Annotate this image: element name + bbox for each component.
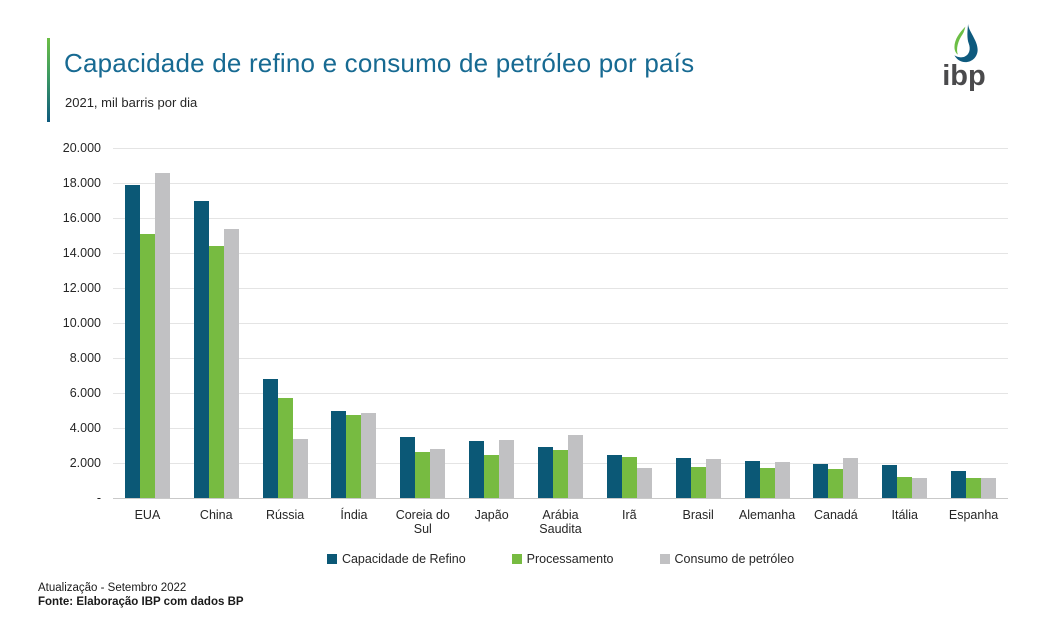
bar-consumo-de-petroleo-coreia-do-sul: [430, 449, 446, 498]
x-tick-label-japao: Japão: [474, 508, 509, 522]
y-tick-label-14000: 14.000: [62, 246, 101, 260]
y-tick-label-12000: 12.000: [62, 281, 101, 295]
x-tick-label-russia: Rússia: [266, 508, 305, 522]
x-tick-label-brasil: Brasil: [682, 508, 714, 522]
bar-capacidade-de-refino-italia: [882, 464, 898, 498]
bar-capacidade-de-refino-espanha: [951, 470, 967, 498]
bar-processamento-india: [346, 415, 362, 498]
gridline-14000: [113, 253, 1008, 254]
bar-capacidade-de-refino-arabia-saudita: [538, 447, 553, 498]
legend-item-processamento: Processamento: [511, 552, 614, 566]
bar-capacidade-de-refino-india: [331, 410, 347, 498]
bar-processamento-espanha: [966, 478, 982, 498]
gridline-8000: [113, 358, 1008, 359]
bar-processamento-ira: [621, 457, 637, 498]
bar-capacidade-de-refino-ira: [606, 454, 622, 498]
bar-consumo-de-petroleo-canada: [843, 458, 859, 498]
bar-capacidade-de-refino-alemanha: [744, 461, 760, 498]
legend-swatch-icon: [659, 554, 670, 564]
gridline-10000: [113, 323, 1008, 324]
bar-consumo-de-petroleo-india: [361, 412, 377, 498]
bar-consumo-de-petroleo-brasil: [705, 458, 721, 498]
y-tick-label-8000: 8.000: [69, 351, 101, 365]
y-tick-label-20000: 20.000: [62, 141, 101, 155]
y-tick-label-4000: 4.000: [69, 421, 101, 435]
legend-swatch-icon: [511, 554, 522, 564]
x-tick-label-eua: EUA: [134, 508, 161, 522]
bar-consumo-de-petroleo-espanha: [981, 477, 997, 498]
bar-consumo-de-petroleo-russia: [292, 438, 308, 498]
gridline-6000: [113, 393, 1008, 394]
ibp-logo: ibp: [925, 22, 1003, 92]
legend-label: Capacidade de Refino: [341, 552, 466, 566]
x-tick-label-india: Índia: [340, 508, 368, 522]
plot-area: - 2.000 4.000 6.000 8.000 10.000 12.000 14.000 1…: [63, 141, 1008, 536]
bar-capacidade-de-refino-canada: [813, 464, 829, 498]
page-title: Capacidade de refino e consumo de petról…: [64, 48, 695, 78]
bar-capacidade-de-refino-russia: [262, 379, 278, 498]
x-tick-label-espanha: Espanha: [948, 508, 999, 522]
bar-consumo-de-petroleo-alemanha: [774, 461, 790, 498]
y-tick-label-18000: 18.000: [62, 176, 101, 190]
x-tick-label-italia: Itália: [891, 508, 918, 522]
legend-item-capacidade-de-refino: Capacidade de Refino: [326, 552, 466, 566]
x-tick-label-alemanha: Alemanha: [738, 508, 796, 522]
bar-processamento-italia: [897, 477, 913, 498]
bar-processamento-brasil: [690, 466, 706, 498]
bar-capacidade-de-refino-japao: [469, 441, 485, 498]
bar-processamento-russia: [277, 398, 293, 498]
water-drop-icon: [954, 23, 978, 63]
bar-processamento-china: [208, 246, 224, 498]
x-tick-label-coreia-do-sul: Coreia do Sul: [395, 508, 450, 536]
x-tick-label-china: China: [199, 508, 233, 522]
bar-processamento-japao: [484, 455, 500, 498]
legend-label: Consumo de petróleo: [674, 552, 795, 566]
x-tick-label-canada: Canadá: [813, 508, 858, 522]
gridline-12000: [113, 288, 1008, 289]
gridline-16000: [113, 218, 1008, 219]
x-tick-label-arabia-saudita: Arábia Saudita: [539, 508, 582, 536]
chart-subtitle: 2021, mil barris por dia: [65, 95, 198, 110]
legend-item-consumo-de-petroleo: Consumo de petróleo: [659, 552, 795, 566]
bar-processamento-coreia-do-sul: [415, 452, 431, 498]
bar-capacidade-de-refino-coreia-do-sul: [400, 436, 416, 498]
bar-capacidade-de-refino-eua: [124, 184, 140, 498]
y-tick-label-0: -: [96, 491, 101, 505]
bar-consumo-de-petroleo-japao: [499, 439, 515, 498]
ibp-logo-text: ibp: [942, 60, 986, 92]
bar-consumo-de-petroleo-eua: [154, 172, 170, 498]
source-label: Fonte: Elaboração IBP com dados BP: [38, 596, 244, 608]
y-tick-label-2000: 2.000: [69, 456, 101, 470]
bar-consumo-de-petroleo-china: [223, 228, 239, 498]
gridline-18000: [113, 183, 1008, 184]
x-tick-label-ira: Irã: [622, 508, 637, 522]
y-tick-label-6000: 6.000: [69, 386, 101, 400]
bar-consumo-de-petroleo-arabia-saudita: [568, 435, 583, 498]
source-note: Atualização - Setembro 2022 Fonte: Elabo…: [38, 581, 244, 609]
bar-capacidade-de-refino-brasil: [675, 458, 691, 498]
gridline-4000: [113, 428, 1008, 429]
chart-legend: Capacidade de Refino Processamento Consumo…: [113, 552, 1008, 566]
bar-processamento-alemanha: [759, 468, 775, 498]
update-date-label: Atualização - Setembro 2022: [38, 582, 187, 594]
bar-capacidade-de-refino-china: [193, 201, 209, 498]
legend-label: Processamento: [526, 552, 614, 566]
y-tick-label-10000: 10.000: [62, 316, 101, 330]
title-accent-bar: [47, 38, 50, 122]
bar-processamento-arabia-saudita: [553, 449, 568, 498]
gridline-20000: [113, 148, 1008, 149]
legend-swatch-icon: [326, 554, 337, 564]
bar-consumo-de-petroleo-ira: [636, 468, 652, 498]
bar-consumo-de-petroleo-italia: [912, 477, 928, 498]
x-axis-line: [113, 498, 1008, 499]
bar-processamento-eua: [139, 233, 155, 498]
y-tick-label-16000: 16.000: [62, 211, 101, 225]
bar-processamento-canada: [828, 468, 844, 498]
